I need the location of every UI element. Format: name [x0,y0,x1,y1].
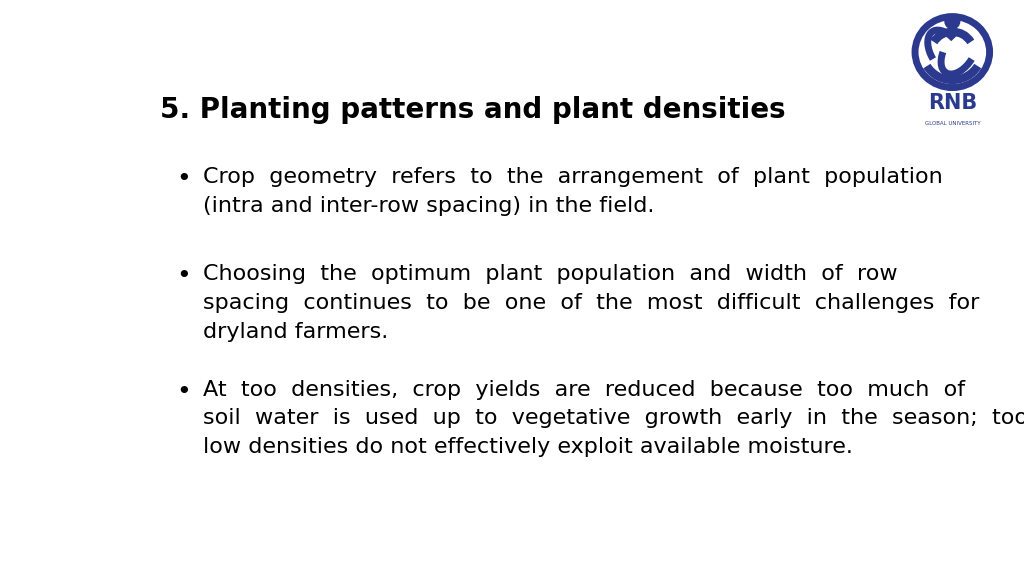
Text: (intra and inter-row spacing) in the field.: (intra and inter-row spacing) in the fie… [204,195,654,215]
Text: •: • [176,264,190,288]
Text: At  too  densities,  crop  yields  are  reduced  because  too  much  of: At too densities, crop yields are reduce… [204,380,966,400]
Text: 5. Planting patterns and plant densities: 5. Planting patterns and plant densities [160,96,785,124]
Text: •: • [176,380,190,404]
Text: soil  water  is  used  up  to  vegetative  growth  early  in  the  season;  too: soil water is used up to vegetative grow… [204,408,1024,429]
Text: •: • [176,166,190,191]
Text: Rainfed Agriculture & Watershed Management: Rainfed Agriculture & Watershed Manageme… [20,543,494,560]
Text: Choosing  the  optimum  plant  population  and  width  of  row: Choosing the optimum plant population an… [204,264,898,285]
Text: low densities do not effectively exploit available moisture.: low densities do not effectively exploit… [204,437,853,457]
Text: dryland farmers.: dryland farmers. [204,322,389,342]
Text: Crop  geometry  refers  to  the  arrangement  of  plant  population: Crop geometry refers to the arrangement … [204,166,943,187]
Text: GLOBAL UNIVERSITY: GLOBAL UNIVERSITY [925,120,980,126]
Text: RNB: RNB [928,93,977,113]
Circle shape [945,15,959,29]
Text: spacing  continues  to  be  one  of  the  most  difficult  challenges  for: spacing continues to be one of the most … [204,293,980,313]
Text: Mr. Anil Swami: Mr. Anil Swami [855,543,1004,560]
